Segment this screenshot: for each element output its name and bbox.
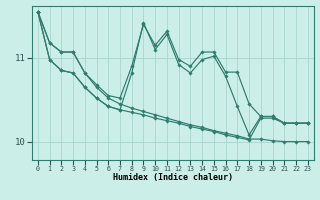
X-axis label: Humidex (Indice chaleur): Humidex (Indice chaleur)	[113, 173, 233, 182]
